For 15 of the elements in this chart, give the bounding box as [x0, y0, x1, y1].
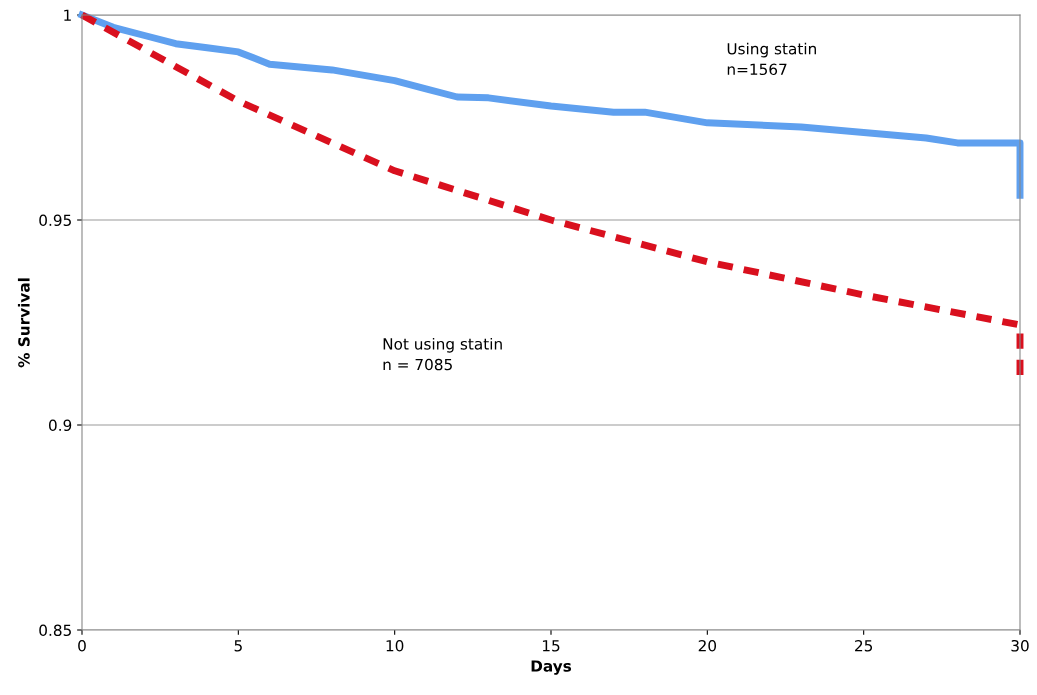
- annotation: Not using statin n = 7085: [383, 337, 502, 371]
- y-tick-label: 0.85: [39, 624, 71, 637]
- x-tick-label: 10: [386, 639, 404, 652]
- x-axis-title: Days: [531, 660, 572, 675]
- y-tick-label: 0.9: [48, 419, 72, 432]
- x-tick-label: 25: [855, 639, 873, 652]
- annotation: Using statin n=1567: [727, 42, 816, 76]
- y-tick-label: 1: [64, 9, 71, 21]
- x-tick-label: 30: [1011, 639, 1029, 652]
- x-tick-label: 0: [78, 639, 86, 652]
- x-tick-label: 15: [542, 640, 560, 652]
- x-tick-label: 20: [698, 639, 717, 652]
- y-axis-title: % Survival: [17, 278, 30, 368]
- y-tick-label: 0.95: [39, 214, 71, 227]
- x-tick-label: 5: [234, 640, 242, 652]
